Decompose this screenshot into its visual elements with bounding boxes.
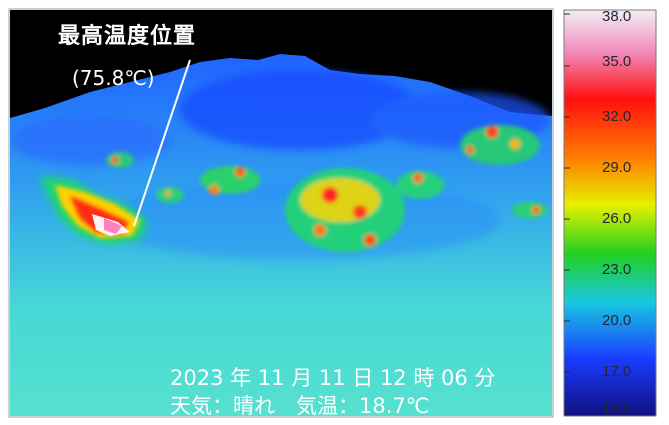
weather-text: 天気：晴れ 気温：18.7℃	[170, 394, 430, 418]
max-temp-position-label: 最高温度位置	[58, 24, 197, 49]
scale-label-14: 14.0	[602, 400, 632, 417]
max-temp-value: (75.8℃)	[72, 66, 155, 90]
scale-label-23: 23.0	[602, 261, 632, 278]
scale-label-38: 38.0	[602, 8, 632, 25]
leader-line	[133, 59, 191, 227]
hot-zone-center	[200, 166, 444, 252]
scale-label-35: 35.0	[602, 53, 632, 70]
timestamp-text: 2023 年 11 月 11 日 12 時 06 分	[170, 366, 496, 390]
scale-label-17: 17.0	[602, 363, 632, 380]
scale-label-26: 26.0	[602, 210, 632, 227]
hot-zone-right	[460, 125, 548, 218]
scale-label-32: 32.0	[602, 108, 632, 125]
scale-label-20: 20.0	[602, 312, 632, 329]
scale-ticks	[564, 13, 570, 413]
hot-zone-left	[40, 176, 148, 244]
scale-label-29: 29.0	[602, 159, 632, 176]
color-scale-bar	[563, 9, 657, 417]
